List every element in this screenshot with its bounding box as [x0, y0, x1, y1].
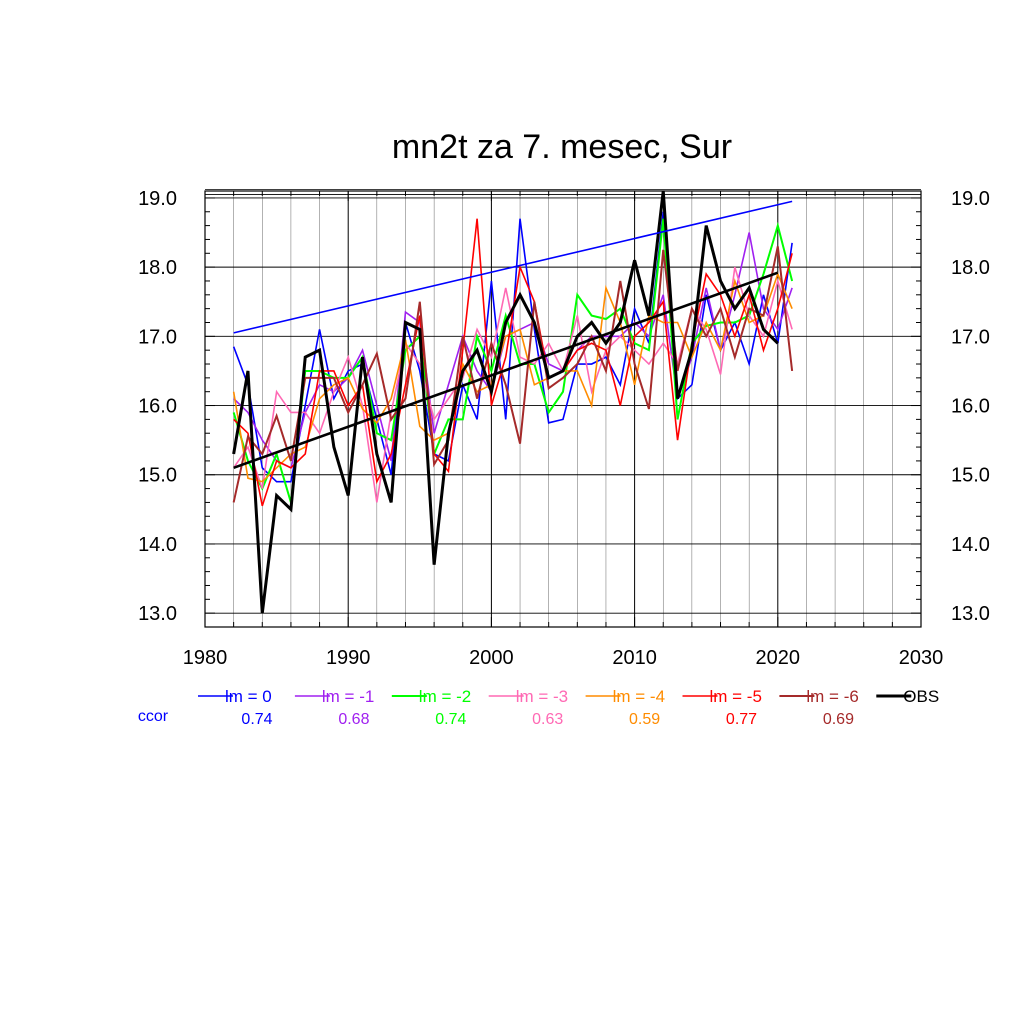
y-axis-right-tick-labels: 13.0 14.0 15.0 16.0 17.0 18.0 19.0	[951, 188, 990, 625]
ccor-value: 0.74	[435, 711, 466, 728]
x-tick-label: 1990	[326, 647, 371, 669]
series-line-lm2	[232, 218, 794, 503]
y-tick-label-right: 17.0	[951, 326, 990, 348]
legend-label: lm = -3	[516, 687, 568, 706]
reference-lines	[205, 189, 921, 195]
y-tick-label-right: 13.0	[951, 603, 990, 625]
ccor-value: 0.63	[532, 711, 563, 728]
x-tick-label: 1980	[183, 647, 228, 669]
y-tick-label-left: 17.0	[138, 326, 177, 348]
legend-label: lm = -1	[322, 687, 374, 706]
legend-label: lm = -4	[613, 687, 665, 706]
legend-label: lm = 0	[225, 687, 272, 706]
legend-label: OBS	[903, 687, 939, 706]
legend-label: lm = -2	[419, 687, 471, 706]
series-line-lm3	[232, 266, 793, 503]
y-tick-label-left: 19.0	[138, 188, 177, 210]
y-tick-label-right: 19.0	[951, 188, 990, 210]
ccor-label: ccor	[138, 708, 169, 725]
legend-label: lm = -5	[710, 687, 762, 706]
x-tick-label: 2000	[469, 647, 514, 669]
trend-line	[233, 200, 793, 334]
y-tick-label-right: 15.0	[951, 465, 990, 487]
axis-ticks	[204, 191, 922, 627]
legend-label: lm = -6	[806, 687, 858, 706]
x-tick-label: 2020	[756, 647, 801, 669]
legend: ccor lm = 0 0.74 lm = -1 0.68 lm = -2 0.74 lm …	[138, 687, 939, 728]
ccor-value: 0.68	[338, 711, 369, 728]
series-line-lm6	[232, 246, 794, 503]
ccor-value: 0.59	[629, 711, 660, 728]
trend-lines	[233, 200, 793, 470]
ccor-value: 0.74	[241, 711, 272, 728]
plot-frame	[204, 190, 922, 628]
x-tick-label: 2010	[612, 647, 657, 669]
x-axis-tick-labels: 1980 1990 2000 2010 2020 2030	[183, 647, 944, 669]
series-lines	[232, 190, 794, 614]
ccor-value: 0.77	[726, 711, 757, 728]
y-tick-label-right: 16.0	[951, 396, 990, 418]
y-tick-label-right: 18.0	[951, 257, 990, 279]
series-line-lm5	[233, 218, 793, 507]
y-tick-label-left: 16.0	[138, 396, 177, 418]
chart-title: mn2t za 7. mesec, Sur	[392, 128, 732, 166]
y-tick-label-left: 18.0	[138, 257, 177, 279]
series-line-obs	[232, 190, 779, 614]
y-tick-label-left: 14.0	[138, 534, 177, 556]
grid	[205, 191, 921, 627]
ccor-value: 0.69	[823, 711, 854, 728]
y-tick-label-left: 15.0	[138, 465, 177, 487]
trend-line	[233, 271, 779, 470]
series-line-lm0	[232, 211, 793, 483]
y-tick-label-left: 13.0	[138, 603, 177, 625]
x-tick-label: 2030	[899, 647, 944, 669]
y-tick-label-right: 14.0	[951, 534, 990, 556]
y-axis-left-tick-labels: 13.0 14.0 15.0 16.0 17.0 18.0 19.0	[138, 188, 177, 625]
